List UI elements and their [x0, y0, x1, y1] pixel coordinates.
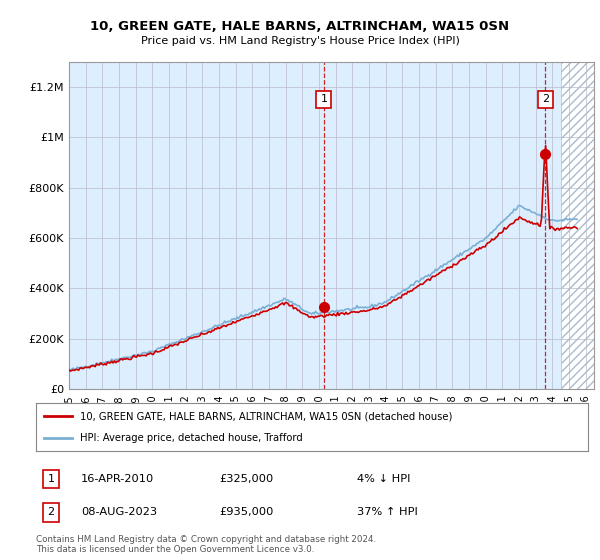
Text: 10, GREEN GATE, HALE BARNS, ALTRINCHAM, WA15 0SN: 10, GREEN GATE, HALE BARNS, ALTRINCHAM, …	[91, 20, 509, 32]
Bar	[560, 62, 594, 389]
Text: 10, GREEN GATE, HALE BARNS, ALTRINCHAM, WA15 0SN (detached house): 10, GREEN GATE, HALE BARNS, ALTRINCHAM, …	[80, 411, 452, 421]
Text: Price paid vs. HM Land Registry's House Price Index (HPI): Price paid vs. HM Land Registry's House …	[140, 36, 460, 46]
Text: 2: 2	[542, 95, 549, 104]
Text: 1: 1	[47, 474, 55, 484]
Text: Contains HM Land Registry data © Crown copyright and database right 2024.
This d: Contains HM Land Registry data © Crown c…	[36, 535, 376, 554]
Text: 4% ↓ HPI: 4% ↓ HPI	[357, 474, 410, 484]
Text: £325,000: £325,000	[219, 474, 273, 484]
Text: 1: 1	[320, 95, 328, 104]
Text: 16-APR-2010: 16-APR-2010	[81, 474, 154, 484]
Bar	[560, 62, 594, 389]
Text: HPI: Average price, detached house, Trafford: HPI: Average price, detached house, Traf…	[80, 433, 303, 443]
Text: 08-AUG-2023: 08-AUG-2023	[81, 507, 157, 517]
Text: £935,000: £935,000	[219, 507, 274, 517]
Text: 2: 2	[47, 507, 55, 517]
Text: 37% ↑ HPI: 37% ↑ HPI	[357, 507, 418, 517]
